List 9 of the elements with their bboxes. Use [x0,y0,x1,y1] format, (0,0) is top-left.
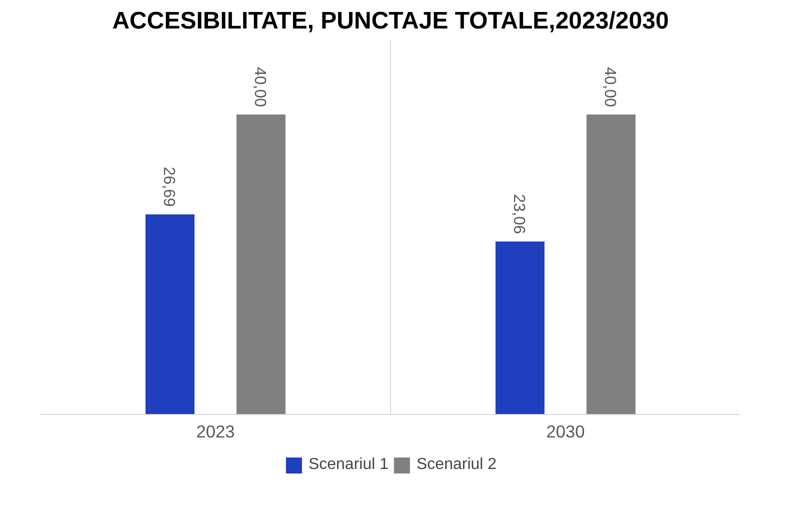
legend-label: Scenariul 2 [416,456,497,474]
data-label: 26,69 [160,166,177,207]
data-label: 40,00 [601,66,618,108]
x-tick-label: 2023 [196,422,235,442]
data-label: 23,06 [510,194,527,234]
legend-label: Scenariul 1 [308,456,388,474]
x-tick-label: 2030 [546,422,585,442]
data-label: 40,00 [251,66,268,108]
chart-title: ACCESIBILITATE, PUNCTAJE TOTALE,2023/2030 [112,8,669,34]
